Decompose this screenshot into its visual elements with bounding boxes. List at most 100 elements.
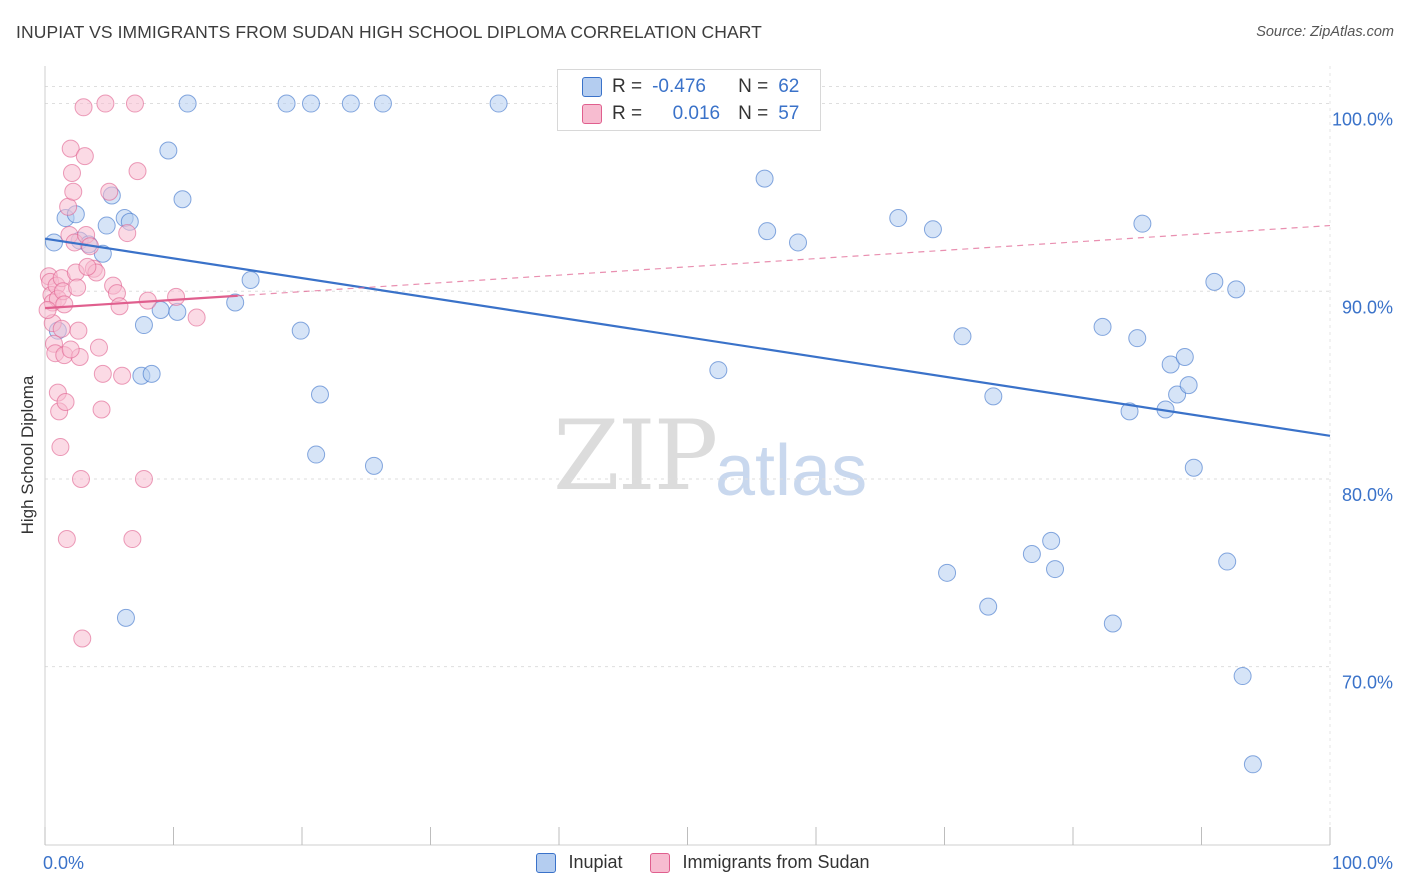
- inupiat-point: [789, 233, 808, 252]
- inupiat-point: [142, 364, 161, 383]
- bottom-legend: Inupiat Immigrants from Sudan: [0, 852, 1406, 873]
- inupiat-point: [889, 209, 908, 228]
- sudan-point: [128, 162, 147, 181]
- y-tick-label: 90.0%: [1342, 297, 1393, 317]
- y-tick-label: 100.0%: [1332, 110, 1393, 130]
- inupiat-point: [373, 94, 392, 113]
- inupiat-point: [178, 94, 197, 113]
- inupiat-point: [953, 327, 972, 346]
- inupiat-point: [489, 94, 508, 113]
- legend-r-label: R =: [612, 103, 643, 124]
- inupiat-point: [226, 293, 245, 312]
- watermark-atlas: atlas: [715, 431, 868, 511]
- sudan-point: [56, 393, 75, 412]
- sudan-point: [75, 147, 94, 166]
- inupiat-point: [307, 445, 326, 464]
- legend-n-label: N =: [738, 76, 769, 97]
- sudan-point: [62, 163, 81, 182]
- legend-swatch-inupiat: [582, 77, 602, 97]
- bottom-legend-swatch-inupiat: [536, 852, 557, 873]
- inupiat-point: [1093, 317, 1112, 336]
- sudan-point: [118, 224, 137, 243]
- sudan-points: [38, 94, 206, 648]
- bottom-legend-label-sudan: Immigrants from Sudan: [682, 852, 870, 872]
- sudan-point: [55, 295, 74, 314]
- sudan-point: [68, 278, 87, 297]
- grid-lines: [45, 86, 1330, 668]
- sudan-point: [38, 301, 57, 320]
- sudan-point: [51, 438, 70, 457]
- legend-r-label: R =: [612, 76, 643, 97]
- sudan-point: [167, 287, 186, 306]
- chart-title: INUPIAT VS IMMIGRANTS FROM SUDAN HIGH SC…: [16, 22, 762, 42]
- inupiat-point: [923, 220, 942, 239]
- inupiat-point: [159, 141, 178, 160]
- inupiat-point: [291, 321, 310, 340]
- x-tick-label: 100.0%: [1332, 853, 1393, 873]
- source-credit: Source: ZipAtlas.com: [1256, 24, 1394, 40]
- sudan-trend-line: [44, 294, 238, 310]
- sudan-point: [123, 530, 142, 549]
- inupiat-point: [1022, 545, 1041, 564]
- sudan-point: [96, 94, 115, 113]
- inupiat-point: [97, 216, 116, 235]
- inupiat-point: [44, 233, 63, 252]
- legend-r-value-sudan: 0.016: [672, 103, 721, 124]
- inupiat-point: [938, 563, 957, 582]
- inupiat-point: [310, 385, 329, 404]
- inupiat-point: [1218, 552, 1237, 571]
- inupiat-point: [1227, 280, 1246, 299]
- tick-labels: 100.0% 90.0% 80.0% 70.0% 0.0% 100.0%: [43, 110, 1393, 873]
- inupiat-point: [277, 94, 296, 113]
- inupiat-point: [1128, 329, 1147, 348]
- x-tick-label: 0.0%: [43, 853, 84, 873]
- y-tick-label: 70.0%: [1342, 673, 1393, 693]
- inupiat-point: [241, 270, 260, 289]
- inupiat-point: [755, 169, 774, 188]
- inupiat-point: [1103, 614, 1122, 633]
- sudan-point: [78, 257, 97, 276]
- sudan-point: [100, 182, 119, 201]
- inupiat-point: [1120, 402, 1139, 421]
- sudan-point: [69, 321, 88, 340]
- sudan-point: [125, 94, 144, 113]
- sudan-point: [74, 98, 93, 117]
- sudan-point: [61, 139, 80, 158]
- inupiat-point: [984, 387, 1003, 406]
- inupiat-point: [1233, 667, 1252, 686]
- sudan-point: [93, 364, 112, 383]
- inupiat-point: [1046, 560, 1065, 579]
- watermark-zip: ZIP: [553, 400, 718, 512]
- sudan-point: [57, 530, 76, 549]
- sudan-point: [64, 182, 83, 201]
- inupiat-trend-line: [44, 237, 1331, 437]
- inupiat-point: [979, 597, 998, 616]
- legend-swatch-sudan: [582, 104, 602, 124]
- bottom-legend-swatch-sudan: [650, 852, 671, 873]
- inupiat-point: [341, 94, 360, 113]
- sudan-point: [113, 366, 132, 385]
- sudan-point: [59, 197, 78, 216]
- sudan-point: [61, 340, 80, 359]
- stats-legend: R = -0.476 N = 62 R = 0.016 N = 57: [557, 69, 821, 131]
- inupiat-point: [1243, 755, 1262, 774]
- inupiat-point: [1184, 458, 1203, 477]
- sudan-point: [52, 319, 71, 338]
- sudan-point: [187, 308, 206, 327]
- sudan-point: [110, 297, 129, 316]
- bottom-legend-sudan[interactable]: Immigrants from Sudan: [650, 852, 870, 873]
- bottom-legend-inupiat[interactable]: Inupiat: [536, 852, 622, 873]
- inupiat-points: [44, 94, 1262, 774]
- legend-n-label: N =: [738, 103, 769, 124]
- sudan-point: [73, 629, 92, 648]
- inupiat-point: [1175, 347, 1194, 366]
- axes: [44, 66, 1331, 846]
- inupiat-point: [758, 222, 777, 241]
- legend-n-value-sudan: 57: [778, 103, 800, 124]
- sudan-point: [134, 469, 153, 488]
- legend-n-value-inupiat: 62: [778, 76, 800, 97]
- legend-row-inupiat: R = -0.476 N = 62: [582, 75, 799, 99]
- sudan-trend-line-dashed: [237, 224, 1331, 297]
- legend-row-sudan: R = 0.016 N = 57: [582, 102, 799, 126]
